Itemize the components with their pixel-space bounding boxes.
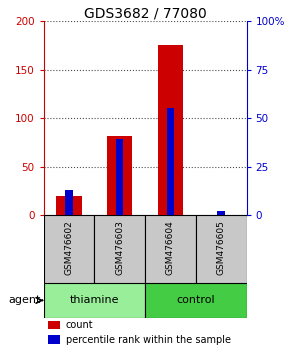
Text: percentile rank within the sample: percentile rank within the sample (66, 335, 231, 345)
Bar (44, 215, 94, 283)
Bar (145, 283, 246, 318)
Bar (217, 211, 225, 215)
Text: count: count (66, 320, 93, 330)
Text: GSM476605: GSM476605 (217, 221, 226, 275)
Bar (166, 108, 174, 215)
Bar (44, 283, 145, 318)
Text: GSM476603: GSM476603 (115, 221, 124, 275)
Text: agent: agent (9, 295, 41, 306)
Text: control: control (176, 295, 215, 306)
Text: thiamine: thiamine (70, 295, 119, 306)
Title: GDS3682 / 77080: GDS3682 / 77080 (84, 6, 206, 20)
Bar (107, 136, 132, 215)
Text: GSM476604: GSM476604 (166, 221, 175, 275)
Text: GSM476602: GSM476602 (64, 221, 73, 275)
Bar (48, 321, 60, 330)
Bar (65, 190, 73, 215)
Bar (56, 196, 81, 215)
Bar (196, 215, 246, 283)
Bar (94, 215, 145, 283)
Bar (116, 139, 124, 215)
Bar (48, 335, 60, 344)
Bar (158, 45, 183, 215)
Bar (145, 215, 196, 283)
